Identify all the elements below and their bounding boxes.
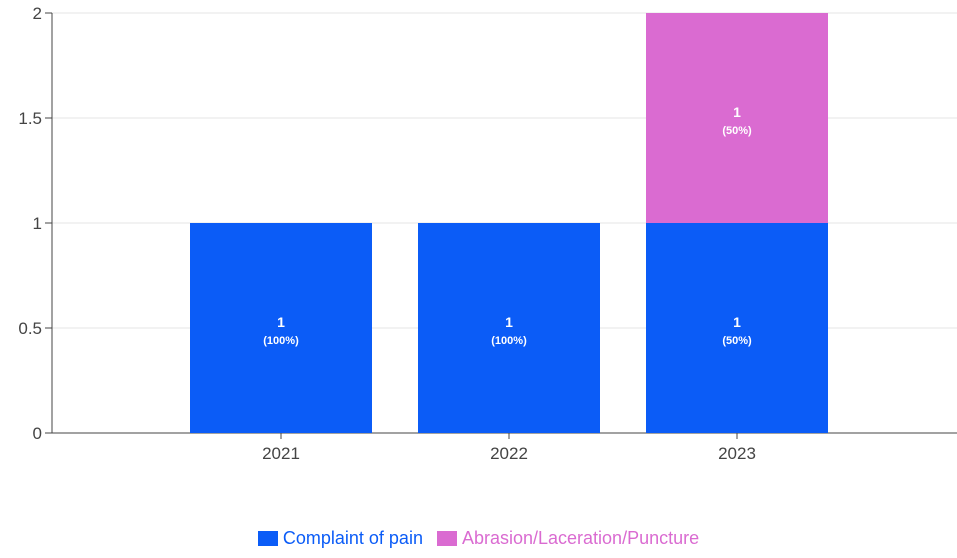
y-tick-label: 0.5 (18, 319, 42, 338)
legend-label: Abrasion/Laceration/Puncture (461, 528, 700, 548)
y-tick-label: 1 (33, 214, 42, 233)
data-label-value: 1 (277, 314, 285, 330)
legend-swatch (436, 531, 457, 546)
y-tick-label: 0 (33, 424, 42, 443)
legend-item[interactable]: Abrasion/Laceration/Puncture (436, 528, 700, 549)
legend-item[interactable]: Complaint of pain (257, 528, 423, 549)
chart-area: 0 0.5 1 1.5 2 2021 1 (100%) 2022 1 (100%) 2023 1 (50%… (18, 4, 957, 463)
x-tick-label: 2021 (262, 444, 300, 463)
x-tick-label: 2022 (490, 444, 528, 463)
y-tick-label: 1.5 (18, 109, 42, 128)
data-label-percent: (50%) (722, 335, 752, 347)
data-label-percent: (100%) (263, 335, 299, 347)
legend: Complaint of pain Abrasion/Laceration/Pun… (0, 528, 957, 549)
bar-complaint-of-pain-2022 (418, 223, 600, 433)
stacked-bar-chart: 0 0.5 1 1.5 2 2021 1 (100%) 2022 1 (100%) 2023 1 (50%… (18, 4, 957, 463)
legend-swatch (257, 531, 278, 546)
x-tick-label: 2023 (718, 444, 756, 463)
bar-abrasion-laceration-puncture-2023 (646, 13, 828, 223)
legend-label: Complaint of pain (282, 528, 423, 548)
y-tick-label: 2 (33, 4, 42, 23)
data-label-value: 1 (505, 314, 513, 330)
bar-complaint-of-pain-2023 (646, 223, 828, 433)
data-label-value: 1 (733, 314, 741, 330)
data-label-value: 1 (733, 104, 741, 120)
data-label-percent: (50%) (722, 125, 752, 137)
data-label-percent: (100%) (491, 335, 527, 347)
bar-complaint-of-pain-2021 (190, 223, 372, 433)
